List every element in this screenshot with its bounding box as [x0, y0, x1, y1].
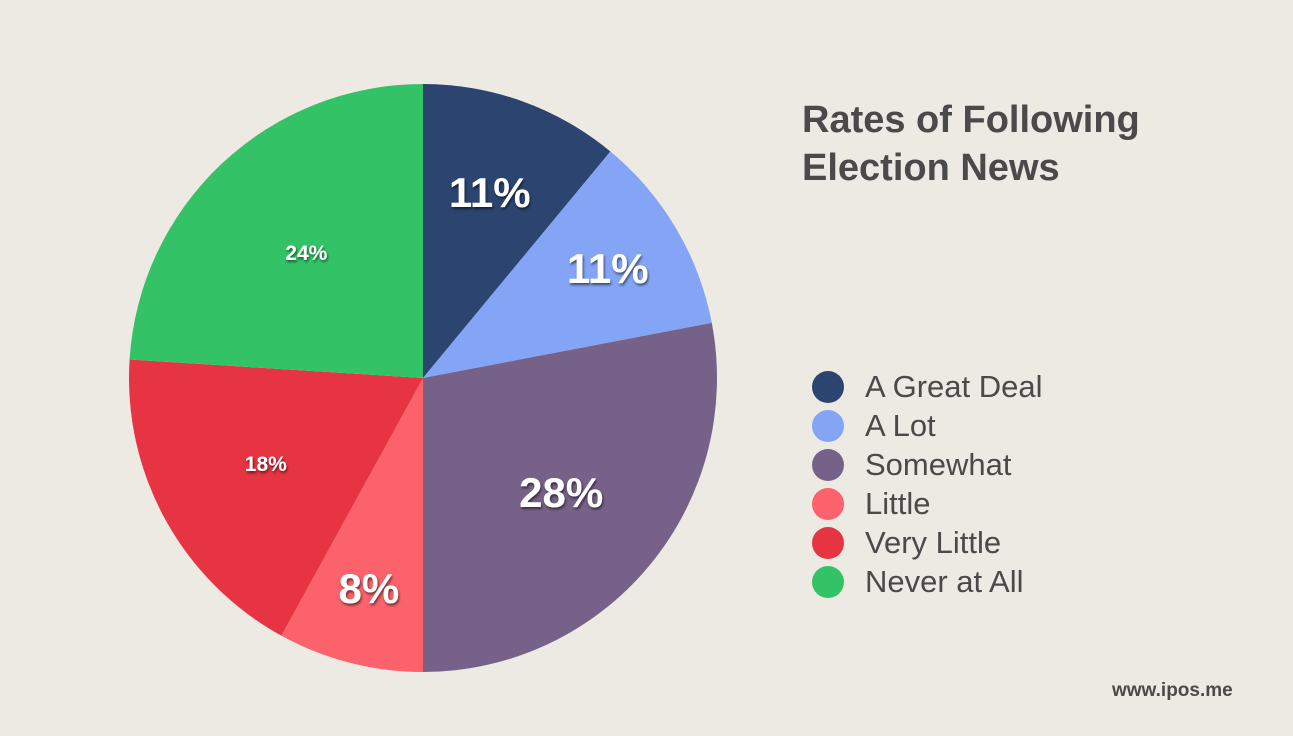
- legend-label-very-little: Very Little: [865, 524, 1002, 560]
- slice-label-very-little: 18%: [245, 453, 287, 476]
- chart-title-line-1: Rates of Following: [802, 99, 1140, 141]
- chart-title-line-2: Election News: [802, 147, 1060, 189]
- chart-title: Rates of Following Election News: [802, 96, 1242, 192]
- legend-item-little: Little: [812, 484, 1042, 523]
- legend-swatch-a-great-deal: [812, 370, 844, 403]
- legend-swatch-never-at-all: [812, 565, 844, 598]
- pie-slice-somewhat: [423, 322, 717, 672]
- slice-label-a-lot: 11%: [567, 245, 649, 292]
- pie-slice-a-lot: [423, 151, 712, 378]
- pie-slice-very-little: [128, 359, 423, 636]
- pie-slice-never-at-all: [129, 84, 423, 378]
- slice-label-somewhat: 28%: [519, 469, 603, 516]
- legend-swatch-a-lot: [812, 409, 844, 442]
- legend-swatch-somewhat: [812, 448, 844, 481]
- legend-item-very-little: Very Little: [812, 523, 1042, 562]
- legend-label-a-lot: A Lot: [865, 407, 936, 443]
- legend-swatch-little: [812, 487, 844, 520]
- pie-slice-a-great-deal: [423, 84, 611, 378]
- legend-label-a-great-deal: A Great Deal: [865, 368, 1043, 404]
- legend-item-never-at-all: Never at All: [812, 562, 1042, 601]
- slice-label-a-great-deal: 11%: [449, 169, 531, 216]
- legend-label-never-at-all: Never at All: [865, 563, 1024, 599]
- pie-slice-little: [281, 378, 423, 672]
- legend-label-somewhat: Somewhat: [865, 446, 1012, 482]
- chart-legend: A Great Deal A Lot Somewhat Little Very Litt…: [812, 367, 1042, 601]
- slice-label-little: 8%: [339, 565, 400, 612]
- legend-item-a-lot: A Lot: [812, 406, 1042, 445]
- watermark: www.ipos.me: [1112, 680, 1233, 701]
- legend-label-little: Little: [865, 485, 931, 521]
- legend-item-somewhat: Somewhat: [812, 445, 1042, 484]
- legend-item-a-great-deal: A Great Deal: [812, 367, 1042, 406]
- legend-swatch-very-little: [812, 526, 844, 559]
- slice-label-never-at-all: 24%: [285, 242, 327, 265]
